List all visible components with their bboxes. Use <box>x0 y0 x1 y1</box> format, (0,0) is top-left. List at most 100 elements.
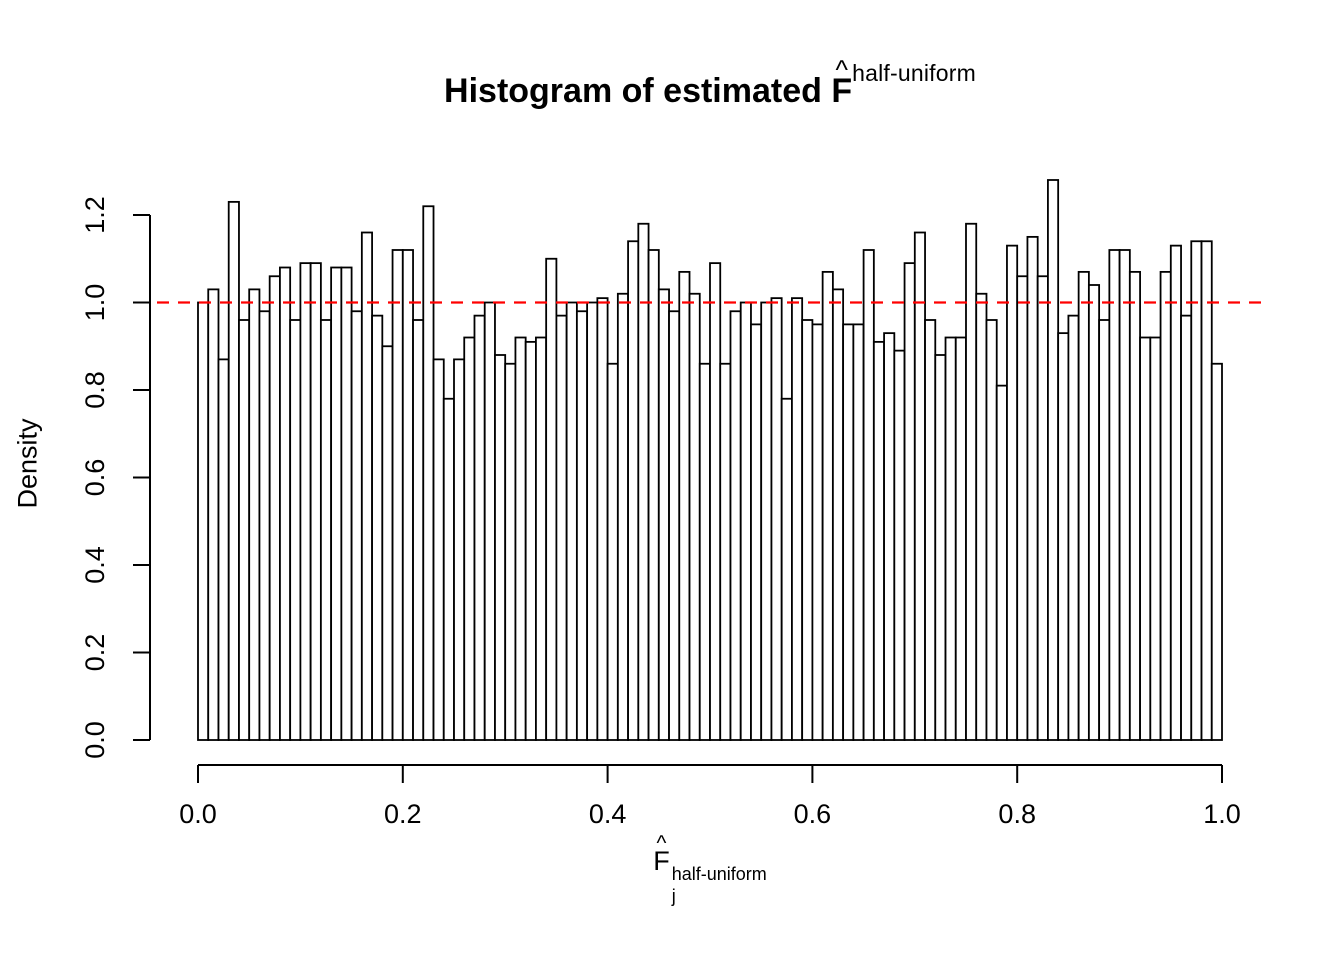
histogram-bar <box>197 301 210 741</box>
histogram-bar <box>760 301 773 741</box>
histogram-bar <box>709 262 722 741</box>
histogram-bar <box>1149 336 1162 741</box>
hat-accent: ^ <box>835 54 848 85</box>
histogram-bar <box>1026 235 1039 741</box>
histogram-bar <box>432 358 445 741</box>
histogram-bar <box>422 205 435 741</box>
histogram-bar <box>1057 332 1070 741</box>
histogram-bar <box>514 336 527 741</box>
histogram-bar <box>1077 270 1090 741</box>
histogram-bar <box>831 288 845 741</box>
histogram-bar <box>1108 249 1121 741</box>
f-hat-symbol: ^ F <box>653 833 670 877</box>
histogram-bar <box>821 270 834 741</box>
histogram-bar <box>1118 249 1131 741</box>
x-tick-label: 0.4 <box>589 799 627 829</box>
histogram-bar <box>299 262 312 741</box>
histogram-bar <box>412 319 425 741</box>
histogram-bar <box>258 310 271 741</box>
histogram-bar <box>238 319 251 741</box>
histogram-bar <box>668 310 681 741</box>
histogram-bar <box>217 358 230 741</box>
histogram-bar <box>883 332 896 741</box>
histogram-bar <box>442 397 455 741</box>
hat-accent: ^ <box>656 831 667 855</box>
x-axis-supsub: half-uniform j <box>671 864 767 906</box>
y-tick-label: 0.0 <box>80 721 110 759</box>
histogram-bar <box>770 297 783 741</box>
histogram-bar <box>954 336 967 741</box>
histogram-bar <box>1200 240 1213 741</box>
x-tick-label: 1.0 <box>1203 799 1241 829</box>
histogram-bar <box>483 301 496 741</box>
y-tick-label: 0.4 <box>80 546 110 584</box>
histogram-bar <box>750 323 763 741</box>
x-axis-superscript: half-uniform <box>671 864 767 884</box>
histogram-bar <box>913 231 926 741</box>
histogram-bar <box>1159 270 1172 741</box>
histogram-bar <box>801 319 814 741</box>
histogram-bar <box>596 297 609 741</box>
histogram-bar <box>1180 314 1193 741</box>
x-axis-symbol: F <box>653 846 670 876</box>
histogram-bar <box>637 222 650 741</box>
histogram-bar <box>575 310 589 741</box>
x-axis-subscript: j <box>671 886 676 906</box>
histogram-bar <box>289 319 302 741</box>
histogram-bar <box>1098 319 1111 741</box>
histogram-bar <box>555 314 568 741</box>
histogram-bar <box>616 292 629 741</box>
histogram-bar <box>893 349 906 741</box>
histogram-bar <box>494 354 507 741</box>
histogram-bar <box>647 249 660 741</box>
x-tick-label: 0.8 <box>998 799 1036 829</box>
histogram-bar <box>340 266 353 741</box>
histogram-bar <box>1087 284 1101 741</box>
histogram-bar <box>985 319 998 741</box>
histogram-bar <box>627 240 640 741</box>
histogram-bar <box>862 249 875 741</box>
chart-title-symbol: F <box>831 72 853 110</box>
histogram-bar <box>504 362 517 741</box>
histogram-bar <box>463 336 476 741</box>
histogram-bar <box>1067 314 1080 741</box>
histogram-bar <box>1128 270 1141 741</box>
histogram-bar <box>1047 179 1060 741</box>
x-tick-label: 0.2 <box>384 799 422 829</box>
histogram-bar <box>473 314 486 741</box>
histogram-bar <box>586 301 599 741</box>
histogram-bar <box>248 288 261 741</box>
histogram-bar <box>780 397 793 741</box>
histogram-bar <box>535 336 548 741</box>
x-tick-label: 0.6 <box>794 799 832 829</box>
histogram-bar <box>811 323 824 741</box>
histogram-bar <box>872 340 885 741</box>
histogram-bar <box>545 257 558 741</box>
histogram-bar <box>739 301 752 741</box>
y-tick-label: 1.0 <box>80 284 110 322</box>
histogram-bar <box>1016 275 1029 741</box>
x-tick-label: 0.0 <box>179 799 217 829</box>
histogram-bar <box>903 262 916 741</box>
histogram-bar <box>391 249 404 741</box>
histogram-bar <box>1139 336 1152 741</box>
histogram-bar <box>309 262 322 741</box>
histogram-bar <box>657 288 670 741</box>
histogram-bar <box>330 266 343 741</box>
y-axis-title: Density <box>12 418 43 509</box>
histogram-bar <box>924 319 937 741</box>
histogram-bar <box>995 384 1008 741</box>
histogram-bar <box>1210 362 1223 741</box>
histogram-bar <box>791 297 804 741</box>
histogram-bar <box>688 292 701 741</box>
y-tick-label: 0.8 <box>80 371 110 409</box>
y-tick-label: 1.2 <box>80 196 110 234</box>
histogram-bar <box>360 231 373 741</box>
histogram-bar <box>719 362 732 741</box>
histogram-bar <box>1169 244 1182 741</box>
histogram-bar <box>852 323 865 741</box>
chart-title-superscript: half-uniform <box>852 60 976 86</box>
histogram-bar <box>1036 275 1049 741</box>
chart-title: Histogram of estimated ^ Fhalf-uniform <box>198 54 1222 111</box>
